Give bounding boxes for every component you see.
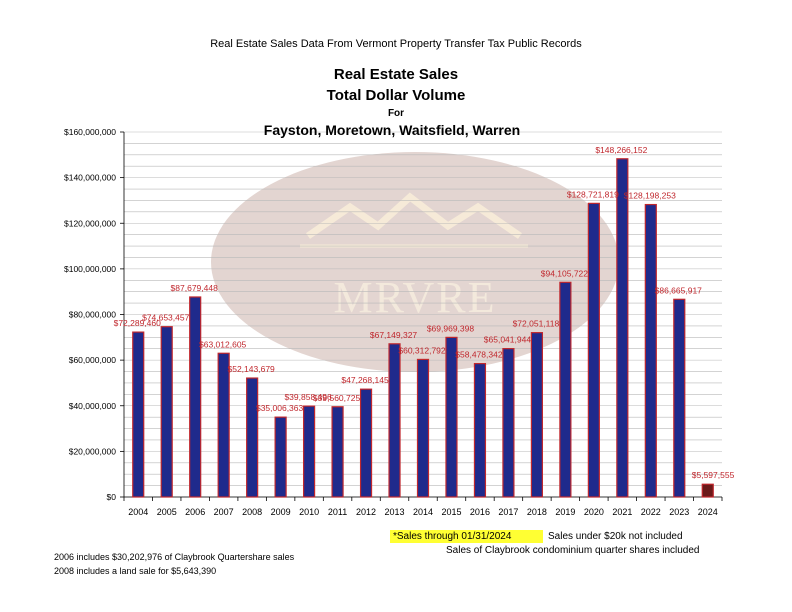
data-label: $128,721,819 <box>567 189 619 199</box>
sales-through-note: *Sales through 01/31/2024 <box>390 530 543 543</box>
x-tick-label: 2006 <box>185 507 205 517</box>
data-label: $67,149,327 <box>370 330 418 340</box>
y-tick-label: $100,000,000 <box>64 264 116 274</box>
x-tick-label: 2023 <box>669 507 689 517</box>
chart-title: Real Estate Sales <box>333 66 459 83</box>
bar-2017 <box>502 348 515 498</box>
x-tick-label: 2024 <box>698 507 718 517</box>
bar-2022 <box>644 203 657 498</box>
data-label: $39,858,496 <box>284 392 332 402</box>
data-label: $5,597,555 <box>692 470 735 480</box>
y-tick-label: $80,000,000 <box>69 310 117 320</box>
x-tick-label: 2010 <box>299 507 319 517</box>
x-tick-label: 2015 <box>441 507 461 517</box>
x-tick-label: 2020 <box>584 507 604 517</box>
bar-2015 <box>445 336 458 498</box>
data-label: $35,006,363 <box>256 403 304 413</box>
y-tick-label: $20,000,000 <box>69 446 117 456</box>
data-label: $52,143,679 <box>228 364 276 374</box>
y-tick-label: $140,000,000 <box>64 173 116 183</box>
for-label: For <box>387 108 405 119</box>
bar-2020 <box>587 202 600 498</box>
bar-2023 <box>673 298 686 498</box>
bar-2024 <box>701 483 714 498</box>
bar-2007 <box>217 352 230 498</box>
x-tick-label: 2013 <box>385 507 405 517</box>
x-tick-label: 2009 <box>271 507 291 517</box>
data-label: $58,478,342 <box>455 350 503 360</box>
bar-2008 <box>246 377 259 498</box>
bar-2016 <box>473 362 487 498</box>
watermark-logo: MRVRE <box>211 152 619 372</box>
x-tick-label: 2018 <box>527 507 547 517</box>
data-label: $65,041,944 <box>484 335 532 345</box>
bar-2013 <box>388 343 401 498</box>
towns-label: Fayston, Moretown, Waitsfield, Warren <box>263 122 521 138</box>
x-tick-label: 2014 <box>413 507 433 517</box>
y-tick-label: $0 <box>107 492 117 502</box>
y-tick-label: $160,000,000 <box>64 127 116 137</box>
bar-2009 <box>274 416 287 498</box>
bar-2012 <box>359 388 373 498</box>
bar-2014 <box>416 358 430 498</box>
bar-2004 <box>132 331 145 498</box>
data-label: $128,198,253 <box>624 191 676 201</box>
x-tick-label: 2019 <box>555 507 575 517</box>
source-title: Real Estate Sales Data From Vermont Prop… <box>210 38 582 50</box>
x-tick-label: 2004 <box>128 507 148 517</box>
data-label: $94,105,722 <box>541 268 589 278</box>
bar-2021 <box>616 158 629 498</box>
bar-2018 <box>530 332 544 498</box>
bar-2019 <box>559 281 572 498</box>
footnote-2006: 2006 includes $30,202,976 of Claybrook Q… <box>54 552 295 562</box>
data-label: $47,268,145 <box>341 375 389 385</box>
y-tick-label: $120,000,000 <box>64 218 116 228</box>
data-label: $63,012,605 <box>199 339 247 349</box>
x-tick-label: 2012 <box>356 507 376 517</box>
bar-2011 <box>331 406 344 498</box>
data-label: $148,266,152 <box>595 145 647 155</box>
claybrook-note: Sales of Claybrook condominium quarter s… <box>446 545 700 556</box>
x-tick-label: 2016 <box>470 507 490 517</box>
x-tick-label: 2005 <box>157 507 177 517</box>
bar-2010 <box>302 405 316 498</box>
y-tick-label: $40,000,000 <box>69 401 117 411</box>
data-label: $39,560,725 <box>313 393 361 403</box>
x-tick-label: 2017 <box>498 507 518 517</box>
x-tick-label: 2011 <box>328 507 347 517</box>
chart-subtitle: Total Dollar Volume <box>326 87 466 104</box>
footnote-2008: 2008 includes a land sale for $5,643,390 <box>54 566 217 576</box>
bar-2005 <box>160 326 173 498</box>
data-label: $86,665,917 <box>655 285 703 295</box>
x-tick-label: 2021 <box>612 507 632 517</box>
under-20k-note: Sales under $20k not included <box>548 531 683 542</box>
data-label: $60,312,792 <box>398 345 446 355</box>
watermark-text: MRVRE <box>334 273 497 322</box>
x-tick-label: 2007 <box>214 507 234 517</box>
data-label: $72,051,118 <box>513 319 560 329</box>
bar-2006 <box>189 296 202 498</box>
y-tick-label: $60,000,000 <box>69 355 117 365</box>
data-label: $69,969,398 <box>427 323 475 333</box>
x-tick-label: 2008 <box>242 507 262 517</box>
data-label: $72,289,460 <box>114 318 162 328</box>
x-tick-label: 2022 <box>641 507 661 517</box>
data-label: $87,679,448 <box>171 283 219 293</box>
data-label: $74,653,457 <box>142 313 190 323</box>
